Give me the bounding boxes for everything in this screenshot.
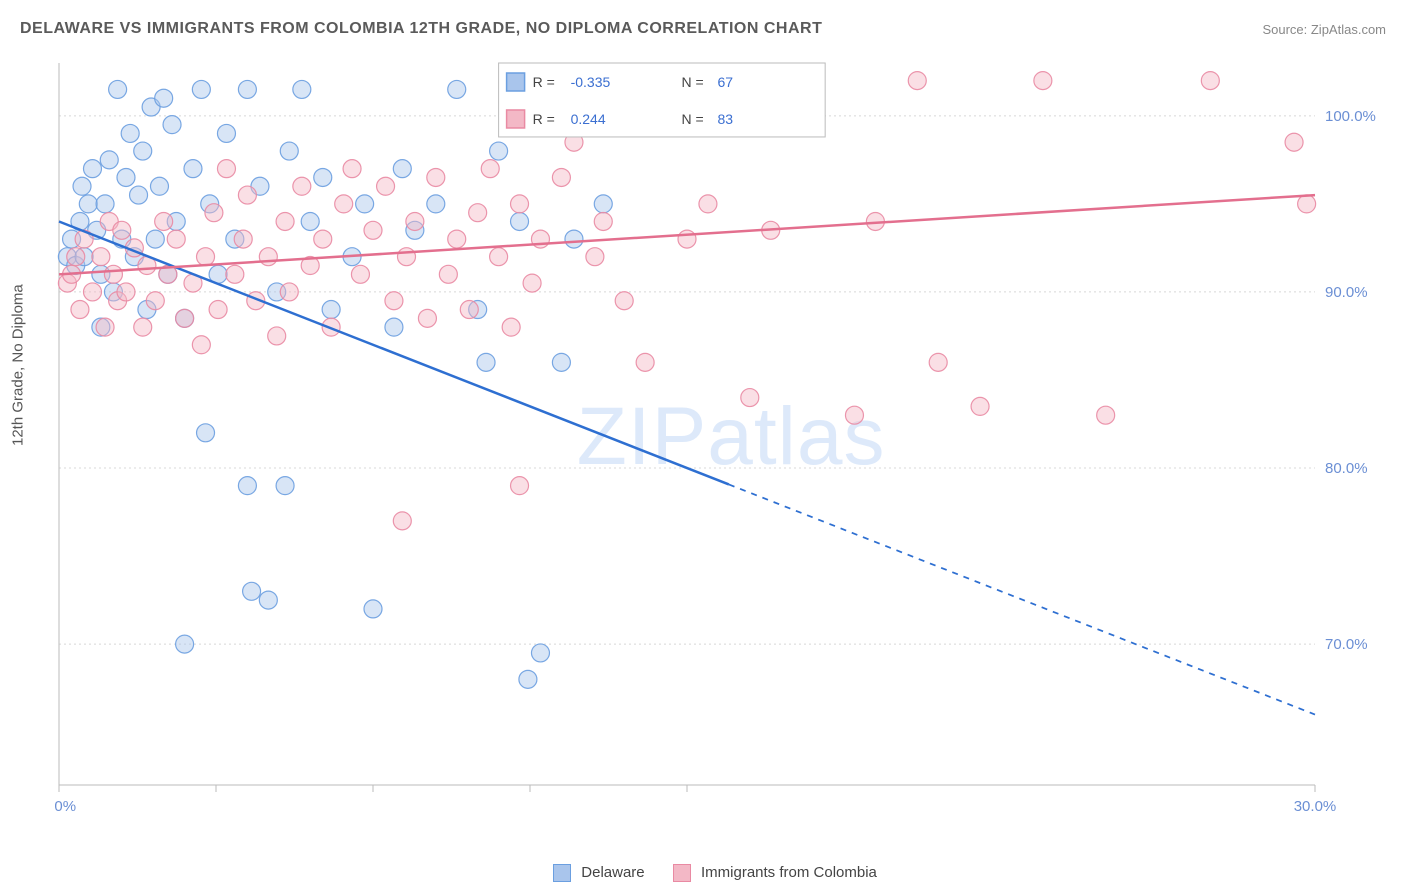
svg-text:N =: N = bbox=[681, 74, 703, 90]
chart-title: DELAWARE VS IMMIGRANTS FROM COLOMBIA 12T… bbox=[20, 20, 822, 38]
svg-text:30.0%: 30.0% bbox=[1294, 798, 1337, 815]
legend-label-colombia: Immigrants from Colombia bbox=[701, 864, 877, 881]
plot-svg: 70.0% 80.0% 90.0% 100.0% 0.0% 30.0% R = -0.335 N… bbox=[55, 55, 1385, 825]
plot-area: 70.0% 80.0% 90.0% 100.0% 0.0% 30.0% R = -0.335 N… bbox=[55, 55, 1385, 825]
svg-text:90.0%: 90.0% bbox=[1325, 284, 1368, 301]
source-label: Source: ZipAtlas.com bbox=[1262, 22, 1386, 37]
svg-text:N =: N = bbox=[681, 111, 703, 127]
svg-text:67: 67 bbox=[717, 74, 733, 90]
svg-text:0.0%: 0.0% bbox=[55, 798, 76, 815]
svg-text:80.0%: 80.0% bbox=[1325, 460, 1368, 477]
svg-text:R =: R = bbox=[533, 74, 555, 90]
svg-text:R =: R = bbox=[533, 111, 555, 127]
y-axis-label: 12th Grade, No Diploma bbox=[10, 284, 27, 446]
svg-text:0.244: 0.244 bbox=[571, 111, 606, 127]
svg-text:70.0%: 70.0% bbox=[1325, 636, 1368, 653]
svg-text:-0.335: -0.335 bbox=[571, 74, 611, 90]
svg-text:100.0%: 100.0% bbox=[1325, 108, 1376, 125]
legend-label-delaware: Delaware bbox=[581, 864, 644, 881]
legend-swatch-delaware bbox=[553, 864, 571, 882]
legend-swatch-colombia bbox=[673, 864, 691, 882]
bottom-legend: Delaware Immigrants from Colombia bbox=[0, 864, 1406, 882]
chart-container: DELAWARE VS IMMIGRANTS FROM COLOMBIA 12T… bbox=[0, 0, 1406, 892]
svg-text:83: 83 bbox=[717, 111, 733, 127]
